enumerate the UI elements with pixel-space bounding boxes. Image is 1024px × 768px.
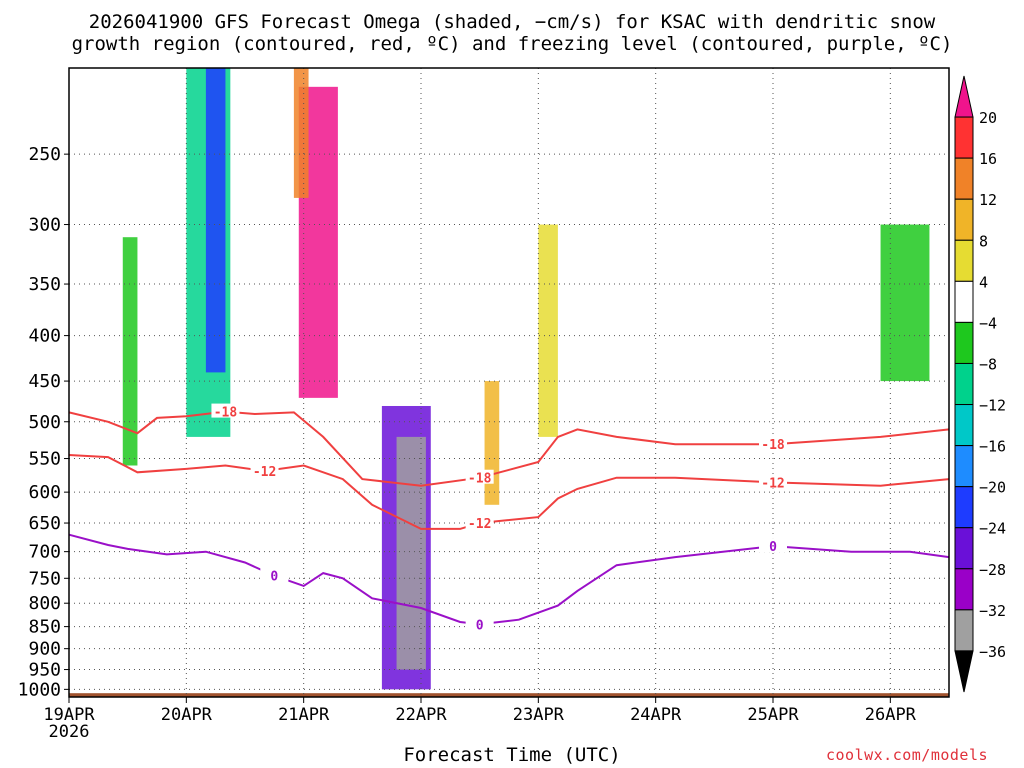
- dgz-contour--18: [68, 410, 950, 487]
- y-tick-label-900: 900: [28, 639, 61, 660]
- colorbar-label-5: −4: [979, 314, 997, 332]
- x-tick-label-3: 22APR: [395, 705, 447, 725]
- x-tick-label-6: 25APR: [747, 705, 799, 725]
- y-tick-label-550: 550: [28, 449, 61, 470]
- colorbar-label-9: −20: [979, 479, 1006, 497]
- y-tick-label-950: 950: [28, 660, 61, 681]
- omega-cell-9: [880, 224, 930, 382]
- omega-cell-4: [293, 68, 309, 198]
- colorbar-label-0: 20: [979, 109, 997, 127]
- colorbar-bin-5: [954, 280, 974, 323]
- colorbar-label-7: −12: [979, 397, 1006, 415]
- plot-frame: [68, 67, 950, 698]
- dgz-contour--18-label-bg-2: [759, 436, 787, 451]
- freezing-level-contour-label-1: 0: [476, 618, 484, 633]
- omega-cell-8: [538, 224, 558, 437]
- freezing-level-contour-label-2: 0: [769, 540, 777, 555]
- x-tick-label-4: 23APR: [513, 705, 565, 725]
- colorbar-bin-13: [954, 609, 974, 652]
- y-tick-label-400: 400: [28, 326, 61, 347]
- colorbar-arrow-bottom: [954, 650, 974, 693]
- y-tick-label-850: 850: [28, 617, 61, 638]
- dgz-contour--12-label-bg-2: [759, 474, 787, 489]
- y-tick-label-250: 250: [28, 144, 61, 165]
- colorbar-label-13: −36: [979, 643, 1006, 661]
- x-tick-label-1: 20APR: [161, 705, 213, 725]
- colorbar-bin-3: [954, 198, 974, 241]
- colorbar-bin-12: [954, 568, 974, 611]
- colorbar-label-1: 16: [979, 150, 997, 168]
- chart-title-line-2: growth region (contoured, red, ºC) and f…: [71, 33, 953, 55]
- colorbar-label-12: −32: [979, 602, 1006, 620]
- colorbar-bin-8: [954, 404, 974, 447]
- omega-shading: [69, 68, 949, 697]
- y-tick-label-750: 750: [28, 568, 61, 589]
- freezing-level-contour-label-bg-1: [465, 616, 494, 631]
- y-tick-label-650: 650: [28, 513, 61, 534]
- colorbar-bin-11: [954, 527, 974, 570]
- chart-title-line-1: 2026041900 GFS Forecast Omega (shaded, −…: [88, 11, 936, 33]
- colorbar-arrow-top: [954, 75, 974, 118]
- colorbar-label-6: −8: [979, 355, 997, 373]
- dgz-contour--12-label-bg-1: [465, 515, 494, 530]
- x-tick-sublabel-0: 2026: [49, 722, 90, 742]
- colorbar-bin-4: [954, 239, 974, 282]
- y-tick-label-350: 350: [28, 274, 61, 295]
- colorbar-bin-2: [954, 157, 974, 200]
- colorbar-bin-1: [954, 116, 974, 159]
- y-tick-label-700: 700: [28, 542, 61, 563]
- colorbar-bin-6: [954, 321, 974, 364]
- x-axis-label: Forecast Time (UTC): [403, 744, 621, 766]
- x-tick-label-7: 26APR: [865, 705, 917, 725]
- x-tick-label-0: 19APR: [43, 705, 95, 725]
- colorbar-label-10: −24: [979, 520, 1006, 538]
- dgz-contour--18-label-bg-0: [211, 403, 240, 418]
- dgz-contour--18-label-0: -18: [214, 406, 238, 421]
- y-tick-label-300: 300: [28, 215, 61, 236]
- freezing-level-contour: [68, 533, 950, 626]
- credit-link[interactable]: coolwx.com/models: [826, 746, 989, 764]
- y-tick-label-800: 800: [28, 593, 61, 614]
- omega-cell-0: [122, 237, 138, 466]
- colorbar-bin-9: [954, 445, 974, 488]
- y-tick-label-450: 450: [28, 371, 61, 392]
- freezing-level-contour-label-0: 0: [270, 570, 278, 585]
- y-tick-label-600: 600: [28, 482, 61, 503]
- dgz-contour--12-label-0: -12: [253, 465, 276, 480]
- ground-band: [69, 693, 949, 697]
- colorbar-label-8: −16: [979, 438, 1006, 456]
- x-tick-label-2: 21APR: [278, 705, 330, 725]
- dgz-contour--12-label-1: -12: [468, 517, 491, 532]
- dgz-contour--12: [68, 454, 950, 530]
- dgz-contour--18-label-bg-1: [465, 469, 494, 484]
- omega-cell-2: [205, 68, 226, 373]
- x-tick-label-5: 24APR: [630, 705, 682, 725]
- dgz-contour--12-label-bg-0: [250, 462, 279, 477]
- freezing-level-contour-label-bg-0: [260, 567, 289, 582]
- colorbar-bin-7: [954, 362, 974, 406]
- dgz-contour--18-label-1: -18: [468, 472, 492, 487]
- freezing-level-contour-label-bg-2: [759, 538, 787, 553]
- y-tick-label-500: 500: [28, 412, 61, 433]
- colorbar-label-11: −28: [979, 561, 1006, 579]
- y-tick-label-1000: 1000: [18, 679, 61, 700]
- colorbar-label-4: 4: [979, 273, 988, 291]
- dgz-contour--18-label-2: -18: [761, 438, 785, 453]
- colorbar-label-2: 12: [979, 191, 997, 209]
- colorbar-bin-10: [954, 486, 974, 529]
- colorbar-label-3: 8: [979, 232, 988, 250]
- dgz-contour--12-label-2: -12: [761, 476, 784, 491]
